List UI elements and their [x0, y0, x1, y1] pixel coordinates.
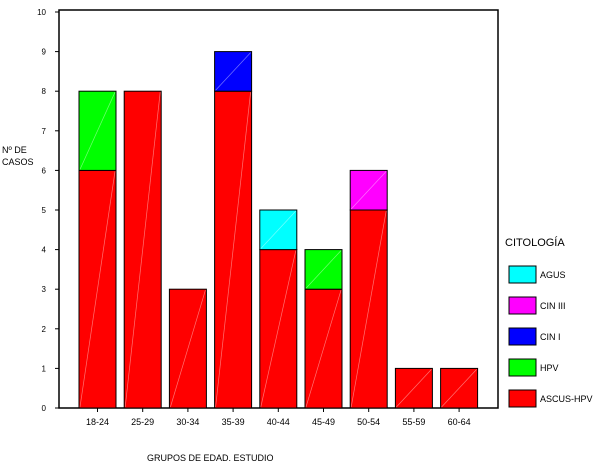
y-axis-title-line2: CASOS [2, 157, 34, 167]
y-tick-label: 1 [42, 364, 47, 373]
y-tick-label: 8 [42, 87, 47, 96]
bar-segment-diagonal [305, 290, 342, 408]
bar-segment-diagonal [170, 290, 206, 408]
bar-segment [304, 288, 343, 409]
bar-segment-diagonal [260, 210, 297, 249]
bar-segment [78, 169, 117, 409]
legend-swatch [508, 296, 537, 315]
bar-segment-diagonal [215, 52, 251, 91]
bar-segment-diagonal [396, 369, 432, 408]
x-tick-label: 55-59 [402, 417, 425, 427]
y-tick-label: 9 [42, 48, 47, 57]
legend-label: CIN III [540, 301, 566, 311]
x-axis-ticks: 18-24 25-29 30-34 35-39 40-44 45-49 50-54 55-59… [86, 408, 471, 427]
legend-label: AGUS [540, 270, 566, 280]
x-tick-label: 25-29 [131, 417, 154, 427]
bar-segment-diagonal [215, 92, 251, 408]
bar-segment-diagonal [79, 92, 116, 170]
x-tick-label: 35-39 [222, 417, 245, 427]
bar-segment [259, 249, 298, 409]
y-tick-label: 5 [42, 206, 47, 215]
x-tick-label: 50-54 [357, 417, 380, 427]
bar-segment-diagonal [124, 92, 161, 408]
legend-swatch [508, 265, 537, 284]
legend-swatch [508, 327, 537, 346]
legend-label: ASCUS-HPV [540, 394, 593, 404]
legend-swatch [508, 358, 537, 377]
bar-segment-diagonal [79, 171, 116, 408]
x-tick-label: 45-49 [312, 417, 335, 427]
bar-segment [440, 367, 479, 409]
bar-segment [394, 367, 433, 409]
legend-label: CIN I [540, 332, 561, 342]
y-tick-label: 3 [42, 285, 47, 294]
legend-swatch [508, 389, 537, 408]
y-tick-label: 4 [42, 246, 47, 255]
bar-segment [168, 288, 207, 409]
bar-segment [349, 209, 388, 409]
bar-segment [304, 249, 343, 290]
x-tick-label: 40-44 [267, 417, 290, 427]
y-tick-label: 6 [42, 166, 47, 175]
bar-segment [78, 90, 117, 171]
x-tick-label: 60-64 [448, 417, 471, 427]
bar-segment-diagonal [305, 250, 342, 289]
bar-segment-diagonal [441, 369, 477, 408]
bar-segment [123, 90, 162, 409]
bar-segment [349, 169, 388, 211]
bar-segment-diagonal [350, 210, 387, 408]
legend-title: CITOLOGÍA [505, 236, 565, 249]
x-axis-title: GRUPOS DE EDAD. ESTUDIO [147, 453, 274, 463]
x-tick-label: 18-24 [86, 417, 109, 427]
y-axis-ticks: 0 1 2 3 4 5 6 7 8 9 10 [37, 8, 59, 413]
y-tick-label: 0 [42, 404, 47, 413]
y-tick-label: 2 [42, 325, 47, 334]
bar-segment-diagonal [350, 171, 387, 210]
y-tick-label: 10 [37, 8, 46, 17]
bar-segment [259, 209, 298, 251]
bars [78, 51, 479, 409]
legend-label: HPV [540, 363, 559, 373]
x-tick-label: 30-34 [176, 417, 199, 427]
bar-segment [214, 51, 253, 92]
y-axis-title-line1: Nº DE [2, 145, 27, 155]
legend: AGUS CIN III CIN I HPV ASCUS-HPV [508, 265, 593, 408]
bar-segment-diagonal [260, 250, 297, 408]
y-tick-label: 7 [42, 127, 47, 136]
